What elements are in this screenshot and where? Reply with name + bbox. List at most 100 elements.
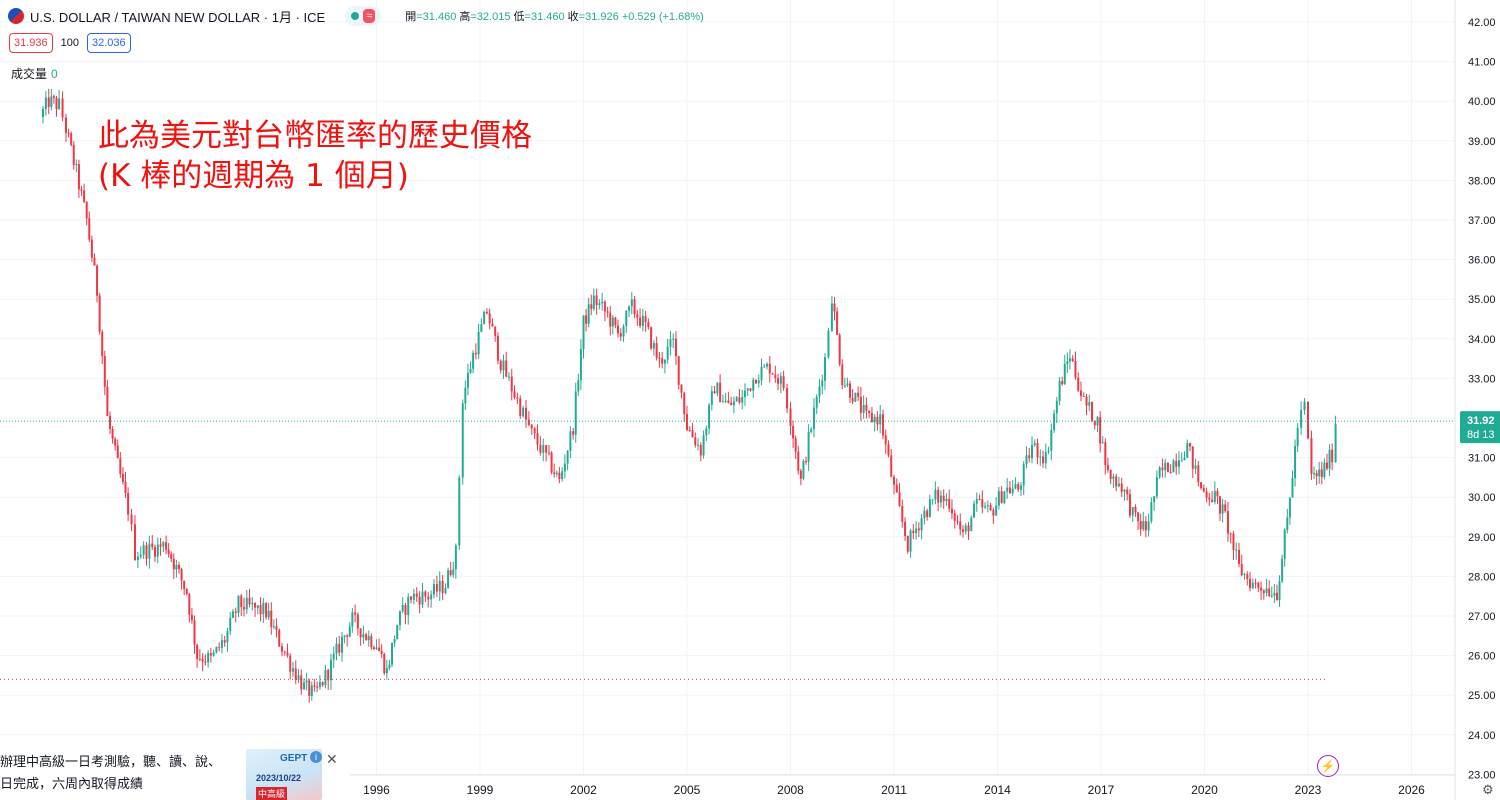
candle [75,159,78,173]
candle [1014,477,1017,490]
candle [865,397,868,419]
candle [959,513,962,536]
ad-image[interactable]: GEPT 2023/10/22 中高級 [246,749,322,800]
buy-button[interactable]: 32.036 [87,33,131,53]
x-tick-label: 2011 [881,783,907,797]
y-tick-label: 25.00 [1468,690,1496,702]
lightning-icon[interactable]: ⚡ [1317,755,1339,777]
approx-badge: ≈ [363,9,376,23]
candle [427,591,430,608]
candle [44,90,47,116]
annotation-line-2: (K 棒的週期為 1 個月) [98,158,409,194]
candle [915,521,918,540]
candle [763,364,766,368]
candle [555,470,558,477]
candle [292,661,295,678]
candle [603,300,606,322]
candle [1079,381,1082,402]
candle [622,324,625,342]
candle [1307,401,1309,440]
candle [1093,420,1096,430]
candle [901,499,904,528]
volume-label[interactable]: 成交量 [11,67,48,81]
candle [430,590,433,608]
candle [950,499,953,520]
candle [727,391,730,404]
gear-icon[interactable]: ⚙ [1482,782,1494,797]
y-tick-label: 37.00 [1468,215,1496,227]
ad-info-icon[interactable]: i [310,751,322,763]
candle [207,650,210,668]
x-tick-label: 1996 [363,783,390,797]
candle [310,681,313,701]
candle [280,642,283,657]
candle [730,396,733,406]
candle [404,602,407,625]
candle [1155,470,1158,499]
candle [1006,478,1009,499]
candle [995,497,998,516]
candle [435,575,438,598]
candle [136,552,139,568]
candle [766,362,769,370]
candle [1039,449,1042,466]
candle [156,537,159,564]
candle [251,597,254,611]
candle [61,91,64,122]
candle [286,643,289,658]
close-value: =31.926 [578,11,619,23]
candle [77,159,80,198]
market-status[interactable]: ≈ [345,6,382,26]
y-tick-label: 30.00 [1468,492,1496,504]
candle [438,571,441,602]
y-tick-label: 27.00 [1468,611,1496,623]
chart-grid [0,0,1455,775]
candle [619,328,622,341]
candlestick-series [42,88,1337,703]
ad-text[interactable]: 辦理中高級一日考測驗，聽、讀、說、 日完成，六周內取得成績 [0,751,221,795]
candle [93,253,96,266]
candle [1325,453,1328,471]
candle [802,459,805,481]
candle [663,359,666,374]
last-price-tag: 31.92 8d 13 [1460,411,1500,444]
candle [569,426,572,459]
candle [505,351,508,378]
candle [1224,500,1227,513]
candle [114,436,117,451]
y-tick-label: 29.00 [1468,532,1496,544]
candle [101,329,104,365]
candle [88,211,91,243]
symbol-title[interactable]: U.S. DOLLAR / TAIWAN NEW DOLLAR · 1月 · I… [30,9,326,25]
candle [183,580,186,596]
candle [786,383,789,414]
candle [1219,496,1222,522]
candle [815,394,818,415]
close-icon[interactable]: ✕ [326,751,338,767]
candle [1265,578,1268,597]
candle [1323,458,1326,480]
candle [641,308,644,332]
candle [838,333,841,367]
candle [1303,398,1306,415]
candle [1320,461,1323,485]
candle [351,608,354,633]
candle [308,678,311,703]
candle [797,445,800,475]
candle [625,310,628,334]
candle [1099,411,1102,453]
candle [372,645,375,651]
ad-banner[interactable]: 辦理中高級一日考測驗，聽、讀、說、 日完成，六周內取得成績 GEPT 2023/… [0,743,350,800]
candle [335,637,338,661]
candle [256,605,259,615]
candle [365,632,368,641]
candle [1077,372,1080,393]
sell-button[interactable]: 31.936 [9,33,53,53]
candle [598,299,601,310]
chart-annotation[interactable]: 此為美元對台幣匯率的歷史價格 (K 棒的週期為 1 個月) [98,116,532,196]
candle [303,678,306,690]
candle [378,638,381,652]
candle [1028,447,1031,463]
candle [997,486,1000,510]
